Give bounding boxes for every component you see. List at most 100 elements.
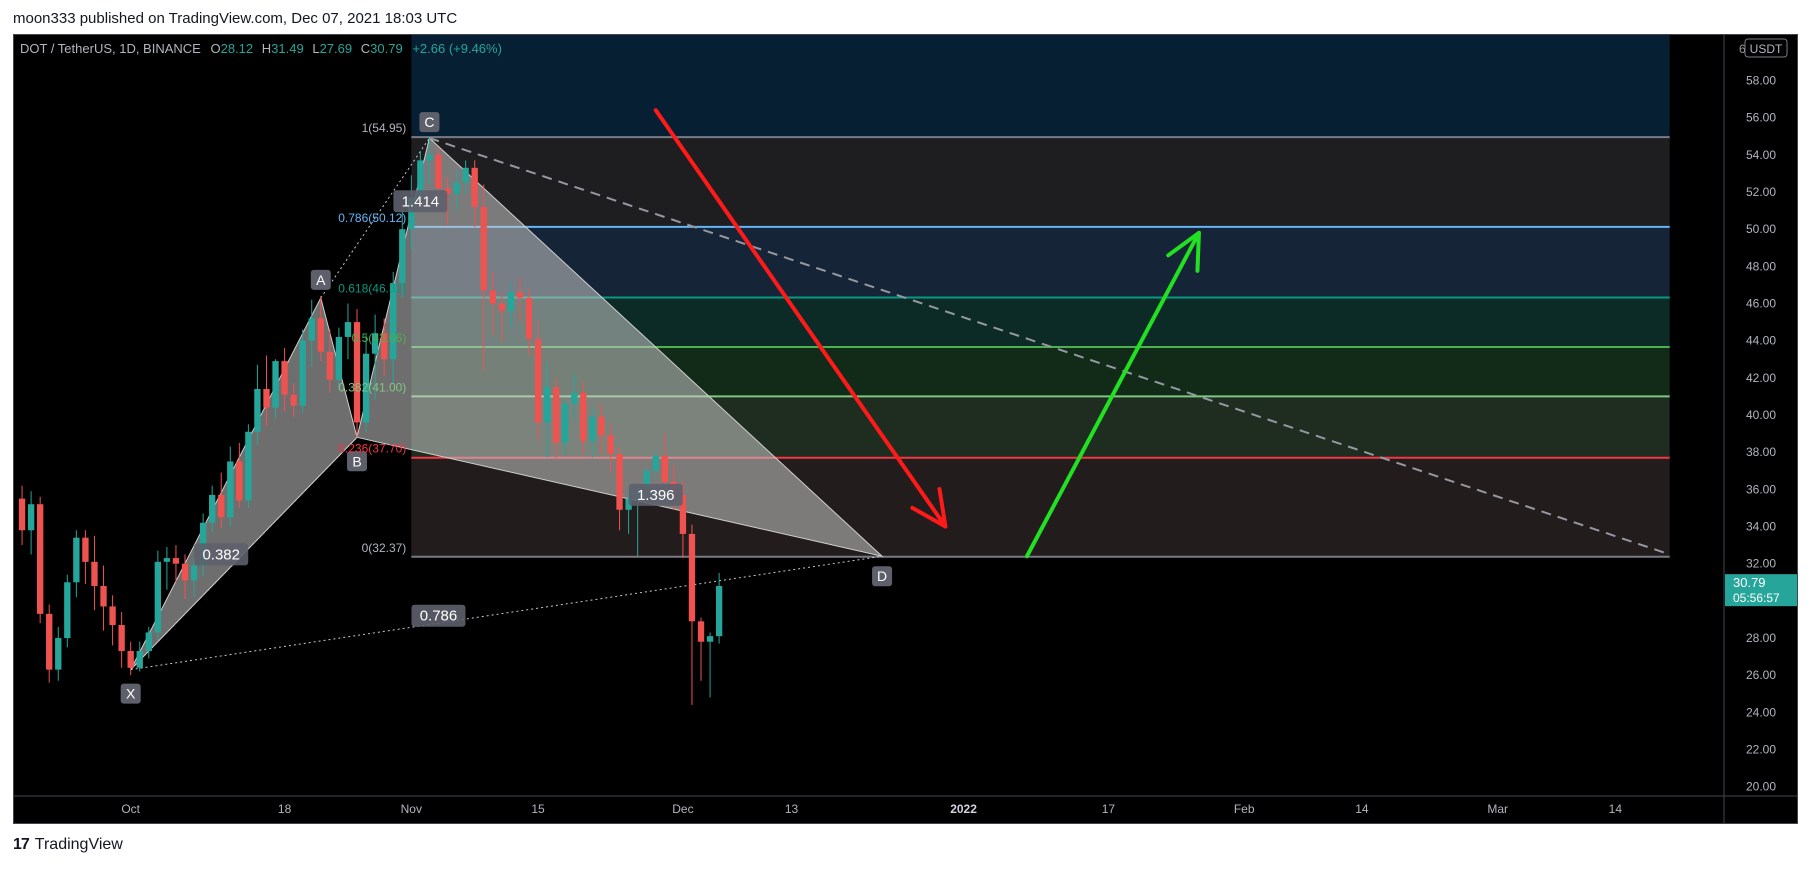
symbol-text: DOT / TetherUS, 1D, BINANCE	[20, 41, 201, 56]
green-arrow[interactable]	[1024, 230, 1201, 559]
candle	[308, 299, 315, 367]
candle	[326, 329, 334, 393]
y-tick-label: 42.00	[1746, 371, 1776, 385]
candle	[290, 383, 297, 417]
chart-frame	[13, 34, 1798, 824]
fib-label-0.382: 0.382(41.00)	[338, 380, 406, 394]
ratio-label-text: 1.396	[637, 487, 675, 504]
point-label-text: D	[877, 568, 887, 584]
fib-zone-top	[411, 34, 1670, 138]
y-tick-partial: 6	[1739, 42, 1746, 56]
pattern-labels: X A B C D 0.382 0.786 1.396 1.414	[120, 112, 893, 704]
candle	[335, 327, 343, 389]
ratio-label-0.382: 0.382	[194, 543, 249, 566]
candle	[381, 318, 388, 376]
candle	[236, 442, 243, 508]
point-label-text: A	[316, 272, 326, 288]
x-tick-label: Mar	[1487, 802, 1508, 816]
y-tick-label: 56.00	[1746, 111, 1776, 125]
point-label-text: C	[424, 114, 434, 130]
y-tick-label: 58.00	[1746, 73, 1776, 87]
candle	[661, 433, 668, 494]
tradingview-logo-icon: 17	[13, 836, 30, 853]
candle	[607, 424, 614, 473]
y-tick-label: 50.00	[1746, 222, 1776, 236]
y-tick-label: 32.00	[1746, 557, 1776, 571]
y-tick-label: 36.00	[1746, 482, 1776, 496]
y-tick-label: 48.00	[1746, 259, 1776, 273]
candle	[697, 617, 705, 681]
x-tick-label: 14	[1355, 802, 1369, 816]
y-tick-label: 38.00	[1746, 445, 1776, 459]
candle	[480, 184, 487, 371]
fib-label-0.618: 0.618(46.32)	[338, 282, 406, 296]
candle	[516, 277, 524, 323]
axes[interactable]: 20.00 22.00 24.00 26.00 28.00 32.00 34.00 36.00…	[13, 34, 1798, 824]
candle	[598, 403, 605, 455]
symbol-legend: DOT / TetherUS, 1D, BINANCE O28.12 H31.4…	[20, 41, 502, 56]
candle	[91, 535, 98, 611]
candle	[299, 329, 306, 414]
y-tick-label: 44.00	[1746, 334, 1776, 348]
low-value: 27.69	[320, 41, 353, 56]
y-tick-label: 24.00	[1746, 705, 1776, 719]
candle	[36, 496, 44, 624]
candle	[408, 175, 415, 250]
candle	[543, 362, 551, 458]
bar-countdown: 05:56:57	[1733, 591, 1780, 605]
red-arrow[interactable]	[653, 108, 948, 529]
footer[interactable]: 17 TradingView	[13, 836, 123, 854]
candle	[462, 160, 469, 194]
dashed-trendline[interactable]	[429, 137, 1671, 556]
point-label-B: B	[347, 451, 368, 472]
candle	[227, 446, 234, 527]
candle	[498, 292, 506, 343]
candle	[263, 355, 270, 427]
x-tick-label: 18	[278, 802, 292, 816]
candle	[652, 452, 659, 481]
open-label: O	[210, 41, 220, 56]
x-tick-label: 2022	[950, 802, 977, 816]
fib-label-1: 1(54.95)	[362, 121, 407, 135]
candle	[46, 604, 53, 683]
arrows[interactable]	[653, 108, 1201, 559]
currency-badge[interactable]: 6 USDT	[1739, 38, 1788, 58]
x-tick-label: 17	[1102, 802, 1116, 816]
candle	[362, 335, 370, 432]
price-chart[interactable]: X A B C D 0.382 0.786 1.396 1.414 1(54.95) 0.786(…	[13, 34, 1798, 824]
candle	[181, 554, 189, 599]
fib-label-0.236: 0.236(37.70)	[338, 442, 406, 456]
candle	[616, 446, 623, 531]
y-tick-label: 26.00	[1746, 668, 1776, 682]
x-tick-label: Oct	[121, 802, 140, 816]
fib-zone-1	[411, 137, 1670, 227]
point-label-A: A	[310, 269, 331, 290]
x-tick-label: 14	[1609, 802, 1623, 816]
candle	[562, 400, 569, 455]
candle	[344, 303, 352, 360]
pattern-xb-line	[130, 436, 358, 670]
current-price-value: 30.79	[1733, 575, 1766, 590]
fib-labels: 1(54.95) 0.786(50.12) 0.618(46.32) 0.5(43.6…	[338, 121, 406, 555]
y-tick-label: 54.00	[1746, 148, 1776, 162]
ratio-label-1.414: 1.414	[393, 190, 448, 213]
high-value: 31.49	[271, 41, 304, 56]
candle	[426, 138, 433, 185]
candle	[254, 364, 261, 445]
candle	[489, 271, 496, 336]
candle	[100, 565, 107, 631]
candle	[27, 491, 35, 555]
close-label: C	[361, 41, 370, 56]
candle	[145, 626, 152, 659]
candle	[507, 283, 515, 328]
pattern-ac-line	[320, 137, 430, 299]
change-value: +2.66 (+9.46%)	[412, 41, 502, 56]
trendline[interactable]	[429, 137, 1671, 556]
pattern-xd-line	[130, 555, 883, 671]
candle	[679, 481, 687, 559]
candle	[317, 296, 324, 362]
x-tick-label: Feb	[1234, 802, 1255, 816]
y-tick-label: 46.00	[1746, 296, 1776, 310]
point-label-text: X	[126, 686, 136, 702]
